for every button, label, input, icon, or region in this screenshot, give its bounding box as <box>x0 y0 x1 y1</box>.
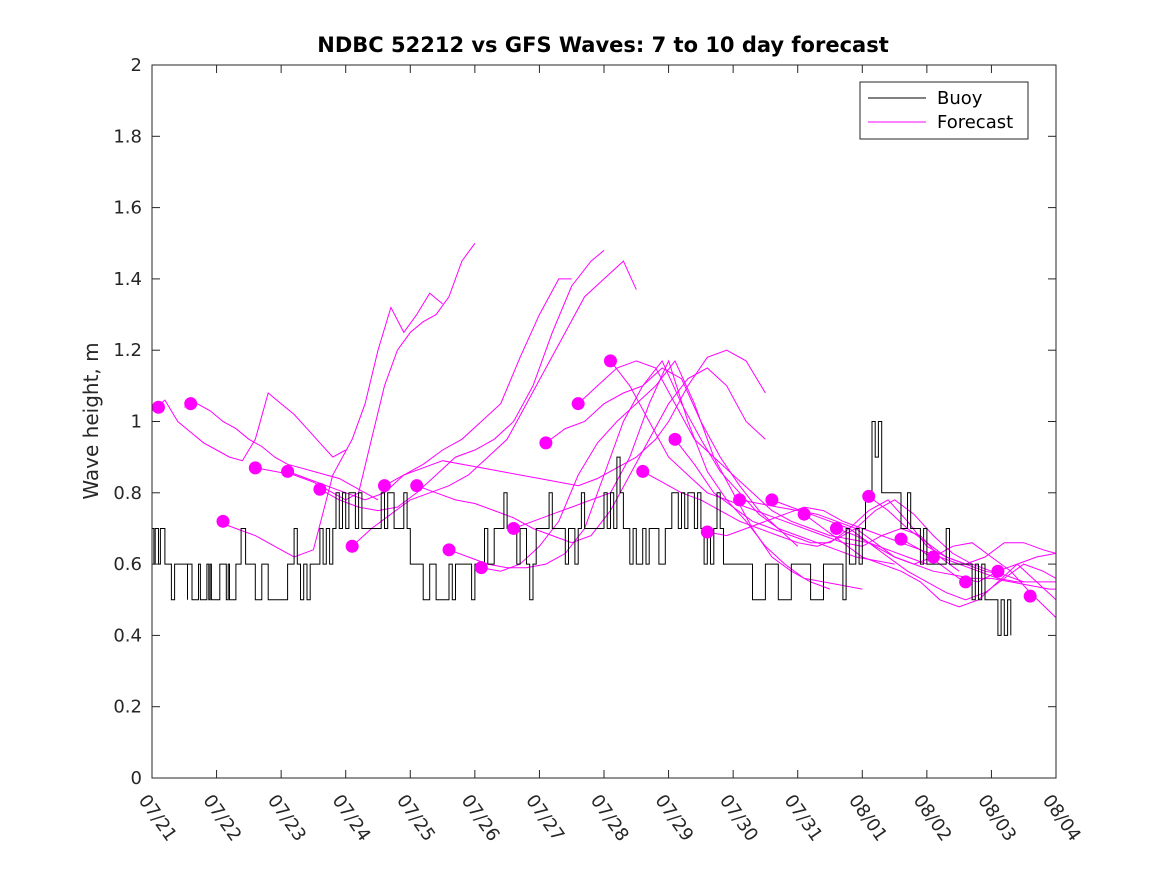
forecast-marker <box>797 507 811 521</box>
forecast-marker <box>442 543 456 557</box>
forecast-marker <box>539 436 553 450</box>
x-tick-label: 07/24 <box>328 791 375 846</box>
forecast-marker <box>216 514 230 528</box>
forecast-line <box>577 360 928 565</box>
forecast-marker <box>765 493 779 507</box>
x-tick-label: 07/28 <box>586 791 633 846</box>
forecast-marker <box>345 539 359 553</box>
forecast-marker <box>151 400 165 414</box>
y-tick-label: 1 <box>131 412 142 433</box>
forecast-marker <box>959 575 973 589</box>
legend-label-buoy: Buoy <box>937 88 983 109</box>
forecast-line <box>707 506 1056 583</box>
y-tick-label: 1.8 <box>113 126 142 147</box>
y-tick-label: 1.2 <box>113 340 142 361</box>
plot-area-frame <box>151 64 1057 779</box>
y-tick-label: 0.2 <box>113 697 142 718</box>
legend: Buoy Forecast <box>859 81 1029 140</box>
forecast-marker <box>248 461 262 475</box>
y-tick-label: 0.4 <box>113 625 142 646</box>
x-tick-label: 08/01 <box>844 791 891 846</box>
forecast-line <box>351 260 637 547</box>
y-tick-label: 0 <box>131 768 142 789</box>
x-tick-label: 07/29 <box>650 791 697 846</box>
forecast-line <box>287 278 572 501</box>
x-tick-label: 07/26 <box>457 791 504 846</box>
forecast-marker <box>733 493 747 507</box>
forecast-marker <box>636 464 650 478</box>
x-tick-label: 07/31 <box>780 791 827 846</box>
x-axis: 07/21 07/22 07/23 07/24 07/25 07/26 07/27 07/28… <box>134 65 1085 845</box>
x-tick-label: 07/30 <box>715 791 762 846</box>
x-tick-label: 07/23 <box>263 791 310 846</box>
y-tick-label: 0.6 <box>113 554 142 575</box>
forecast-line <box>152 392 346 462</box>
forecast-line <box>416 367 766 544</box>
legend-label-forecast: Forecast <box>937 112 1013 133</box>
legend-box <box>859 81 1029 140</box>
forecast-line <box>319 250 605 512</box>
forecast-line <box>184 403 379 501</box>
forecast-marker <box>474 561 488 575</box>
x-tick-label: 07/25 <box>392 791 439 846</box>
forecast-marker <box>410 479 424 493</box>
forecast-line <box>384 349 766 487</box>
x-tick-label: 07/22 <box>198 791 245 846</box>
y-tick-label: 2 <box>131 55 142 76</box>
x-tick-label: 07/27 <box>521 791 568 846</box>
forecast-line <box>771 499 1056 601</box>
forecast-marker <box>184 397 198 411</box>
forecast-line <box>448 367 799 569</box>
forecast-marker <box>507 521 521 535</box>
forecast-line <box>255 243 476 501</box>
forecast-marker <box>313 482 327 496</box>
forecast-line <box>216 292 443 558</box>
forecast-marker <box>281 464 295 478</box>
x-tick-label: 07/21 <box>134 791 181 846</box>
forecast-markers <box>151 354 1037 603</box>
forecast-marker <box>668 432 682 446</box>
y-tick-label: 1.4 <box>113 269 142 290</box>
forecast-marker <box>894 532 908 546</box>
forecast-marker <box>991 564 1005 578</box>
forecast-marker <box>926 550 940 564</box>
y-axis-label: Wave height, m <box>79 342 103 499</box>
forecast-line <box>513 359 863 590</box>
forecast-marker <box>829 521 843 535</box>
forecast-marker <box>603 354 617 368</box>
y-tick-label: 0.8 <box>113 483 142 504</box>
buoy-line <box>152 421 1012 636</box>
x-tick-label: 08/04 <box>1038 791 1085 846</box>
forecast-marker <box>1023 589 1037 603</box>
forecast-marker <box>700 525 714 539</box>
forecast-line <box>836 528 1056 618</box>
x-tick-label: 08/02 <box>909 791 956 846</box>
forecast-marker <box>862 489 876 503</box>
forecast-marker <box>377 479 391 493</box>
x-tick-label: 08/03 <box>973 791 1020 846</box>
y-tick-label: 1.6 <box>113 198 142 219</box>
forecast-line <box>545 359 895 565</box>
y-axis: 0 0.2 0.4 0.6 0.8 1 1.2 1.4 1.6 1.8 2 <box>113 55 1056 789</box>
forecast-marker <box>571 397 585 411</box>
forecast-line <box>481 359 831 590</box>
plot-series <box>152 243 1056 636</box>
chart-title: NDBC 52212 vs GFS Waves: 7 to 10 day for… <box>317 33 888 57</box>
